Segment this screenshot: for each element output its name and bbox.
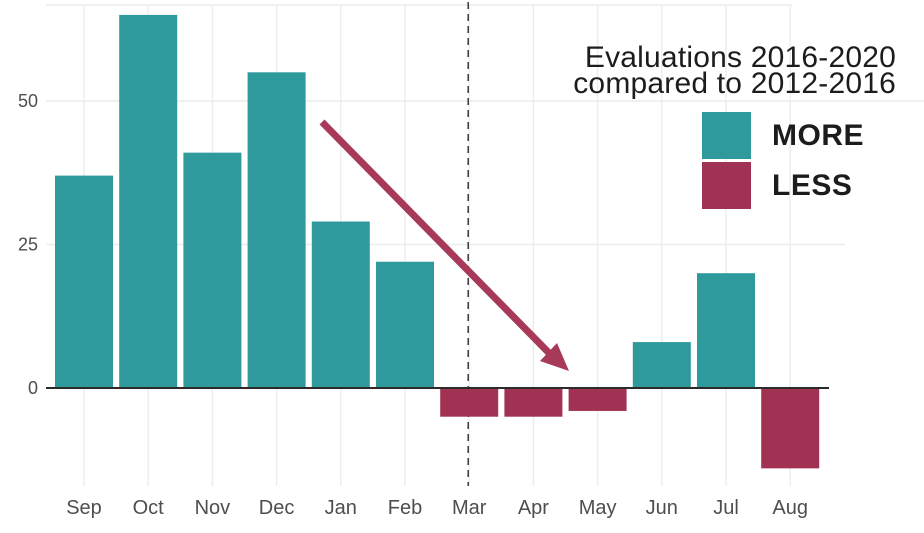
- legend-swatch-more: [702, 112, 751, 159]
- bar-may: [568, 388, 627, 411]
- chart-title-line-2: compared to 2012-2016: [573, 67, 896, 100]
- legend: MORE LESS: [702, 112, 864, 212]
- x-axis-label-aug: Aug: [772, 497, 808, 519]
- x-axis-label-nov: Nov: [195, 497, 231, 519]
- bar-apr: [504, 388, 563, 417]
- x-axis-label-jun: Jun: [646, 497, 678, 519]
- x-axis-label-feb: Feb: [388, 497, 422, 519]
- bar-nov: [183, 152, 242, 388]
- x-axis-label-oct: Oct: [133, 497, 165, 519]
- chart-title-line-1: Evaluations 2016-2020: [584, 41, 896, 74]
- bar-sep: [55, 175, 113, 388]
- x-axis-label-dec: Dec: [259, 497, 295, 519]
- x-axis-label-jan: Jan: [325, 497, 357, 519]
- bar-dec: [247, 72, 306, 389]
- bar-jul: [697, 273, 755, 388]
- trend-arrow-head: [540, 343, 569, 371]
- x-axis-label-mar: Mar: [452, 497, 487, 519]
- bar-mar: [440, 388, 499, 417]
- bar-oct: [119, 14, 178, 389]
- chart-title: Evaluations 2016-2020 compared to 2012-2…: [573, 41, 896, 100]
- bar-aug: [761, 388, 820, 469]
- legend-label-less: LESS: [772, 168, 853, 202]
- x-axis-label-sep: Sep: [66, 497, 102, 519]
- bar-jan: [311, 221, 370, 388]
- legend-item-less: LESS: [702, 162, 864, 209]
- bar-feb: [376, 261, 434, 388]
- x-axis-label-apr: Apr: [518, 497, 549, 519]
- y-axis-label-50: 50: [18, 91, 38, 111]
- legend-swatch-less: [702, 162, 751, 209]
- y-axis-label-0: 0: [28, 378, 38, 398]
- trend-arrow-shaft: [319, 119, 554, 358]
- y-axis-label-25: 25: [18, 235, 38, 255]
- x-axis-label-jul: Jul: [713, 497, 739, 519]
- x-axis-label-may: May: [579, 497, 617, 519]
- legend-label-more: MORE: [772, 118, 864, 152]
- bar-jun: [632, 342, 691, 388]
- legend-item-more: MORE: [702, 112, 864, 159]
